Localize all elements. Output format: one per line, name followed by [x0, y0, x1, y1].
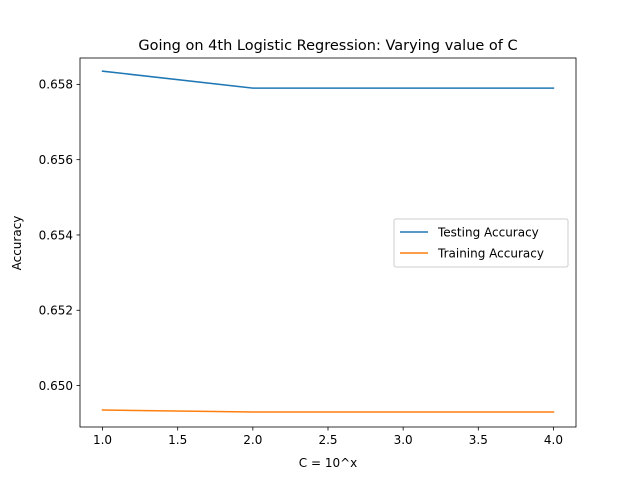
x-tick-label: 2.0: [243, 433, 262, 447]
x-tick-label: 3.5: [469, 433, 488, 447]
x-tick-label: 4.0: [544, 433, 563, 447]
x-axis-label: C = 10^x: [299, 456, 358, 470]
chart-title: Going on 4th Logistic Regression: Varyin…: [138, 38, 517, 54]
y-tick-label: 0.652: [39, 304, 73, 318]
x-tick-label: 3.0: [394, 433, 413, 447]
series-line-1: [101, 409, 555, 413]
plot-area: 1.0 1.5 2.0 2.5 3.0 3.5 4.0 0.650 0.652 0.654 0.65…: [39, 57, 577, 447]
x-tick-label: 1.5: [168, 433, 187, 447]
legend-box: [393, 218, 569, 268]
legend-entry-0: Testing Accuracy: [437, 225, 539, 239]
legend-entry-1: Training Accuracy: [437, 246, 544, 260]
y-tick-label: 0.650: [39, 379, 73, 393]
series-line-0: [101, 70, 555, 89]
x-tick-label: 1.0: [93, 433, 112, 447]
y-tick-label: 0.654: [39, 228, 73, 242]
x-tick-label: 2.5: [318, 433, 337, 447]
y-axis-label: Accuracy: [10, 216, 24, 271]
y-tick-label: 0.658: [39, 78, 73, 92]
y-tick-label: 0.656: [39, 153, 73, 167]
